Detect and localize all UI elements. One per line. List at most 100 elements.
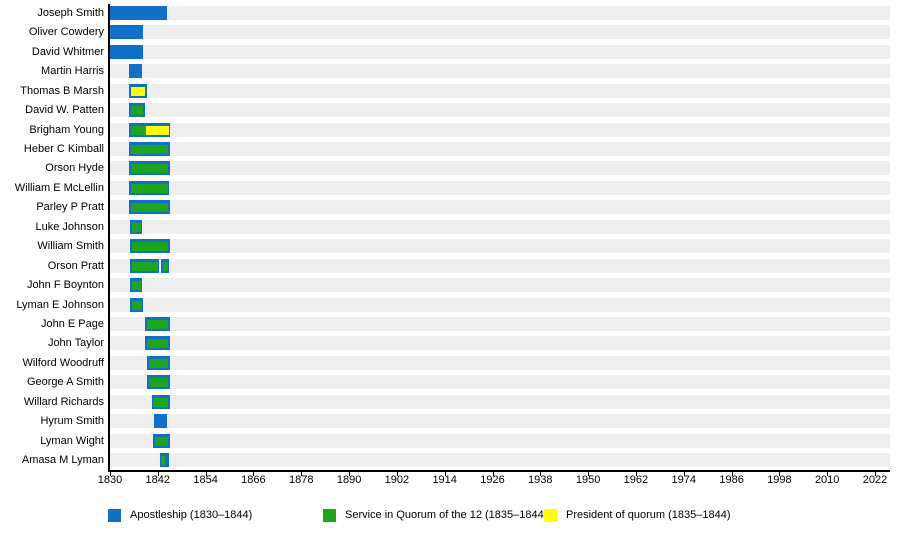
x-axis-tick [779,472,781,476]
x-axis-tick [157,472,159,476]
x-tick-label: 1866 [241,474,266,486]
legend-swatch-president [544,509,557,522]
row-stripe [110,356,890,370]
bar-quorum-service [131,300,142,310]
row-stripe [110,239,890,253]
bar-quorum-service [146,338,169,348]
x-tick-label: 1842 [145,474,171,486]
row-label: Heber C Kimball [23,143,104,156]
bar-quorum-service [131,202,169,212]
row-stripe [110,25,890,39]
x-tick-label: 1830 [97,474,123,486]
legend-label-quorum: Service in Quorum of the 12 (1835–1844) [345,509,548,521]
x-axis-tick [492,472,494,476]
x-axis-tick [253,472,255,476]
row-label: Oliver Cowdery [28,26,104,39]
bar-quorum-service [130,125,146,135]
bar-quorum-service [161,455,165,465]
row-label: Thomas B Marsh [20,84,104,97]
row-stripe [110,45,890,59]
row-stripe [110,64,890,78]
legend-swatch-quorum [323,509,336,522]
x-tick-label: 1998 [767,474,792,486]
x-tick-label: 1914 [432,474,457,486]
bar-quorum-service [131,144,169,154]
row-label: Wilford Woodruff [22,356,104,369]
row-stripe [110,123,890,137]
row-label: David W. Patten [25,104,104,117]
bar-apostleship [110,45,144,59]
row-stripe [110,84,890,98]
row-stripe [110,161,890,175]
x-tick-label: 1938 [528,474,553,486]
row-stripe [110,395,890,409]
row-stripe [110,414,890,428]
bar-apostleship [153,414,168,428]
row-stripe [110,6,890,20]
bar-quorum-service [131,261,159,271]
bar-quorum-service [162,261,169,271]
bar-quorum-service [146,319,169,329]
x-axis-tick [301,472,303,476]
bar-quorum-service [131,280,141,290]
row-label: Martin Harris [41,65,104,78]
bar-quorum-service [148,358,169,368]
row-label: Parley P Pratt [36,201,104,214]
row-label: Hyrum Smith [40,415,104,428]
row-label: Lyman E Johnson [16,298,104,311]
row-label: George A Smith [26,376,104,389]
bar-apostleship [110,25,144,39]
x-axis-tick [540,472,542,476]
x-axis-tick [349,472,351,476]
bar-apostleship [110,6,168,20]
row-label: Amasa M Lyman [21,454,104,466]
x-axis-tick [827,472,829,476]
row-stripe [110,453,890,467]
row-stripe [110,278,890,292]
row-label: Willard Richards [23,395,104,408]
row-label: William E McLellin [14,181,104,194]
x-tick-label: 1878 [289,474,314,486]
row-stripe [110,259,890,273]
x-tick-label: 2022 [862,474,888,486]
row-label: William Smith [37,240,104,253]
x-tick-label: 1986 [719,474,744,486]
row-label: Orson Pratt [47,259,104,272]
x-tick-label: 1854 [193,474,218,486]
row-label: Orson Hyde [45,162,104,175]
x-tick-label: 1974 [671,474,697,486]
x-axis-tick [396,472,398,476]
x-tick-label: 1950 [575,474,601,486]
row-stripe [110,375,890,389]
row-stripe [110,103,890,117]
x-tick-label: 2010 [814,474,840,486]
x-axis-tick [731,472,733,476]
row-stripe [110,181,890,195]
bar-quorum-service [131,241,169,251]
bar-quorum-service [153,397,169,407]
row-label: Lyman Wight [40,434,104,447]
row-stripe [110,434,890,448]
row-stripe [110,142,890,156]
row-label: Joseph Smith [37,7,104,19]
row-label: John E Page [41,317,104,330]
bar-apostleship [129,64,142,78]
row-label: John F Boynton [26,279,104,292]
x-tick-label: 1902 [384,474,410,486]
x-axis-tick [205,472,207,476]
bar-quorum-service [131,105,144,115]
x-tick-label: 1926 [480,474,505,486]
row-label: David Whitmer [31,45,104,58]
x-axis-tick [635,472,637,476]
legend-swatch-apostleship [108,509,121,522]
bar-quorum-service [131,222,141,232]
x-axis-tick [110,472,111,476]
x-axis-tick [444,472,446,476]
x-tick-label: 1890 [336,474,362,486]
row-stripe [110,336,890,350]
bar-quorum-service [148,377,169,387]
row-stripe [110,298,890,312]
row-stripe [110,317,890,331]
bar-quorum-service [131,163,169,173]
